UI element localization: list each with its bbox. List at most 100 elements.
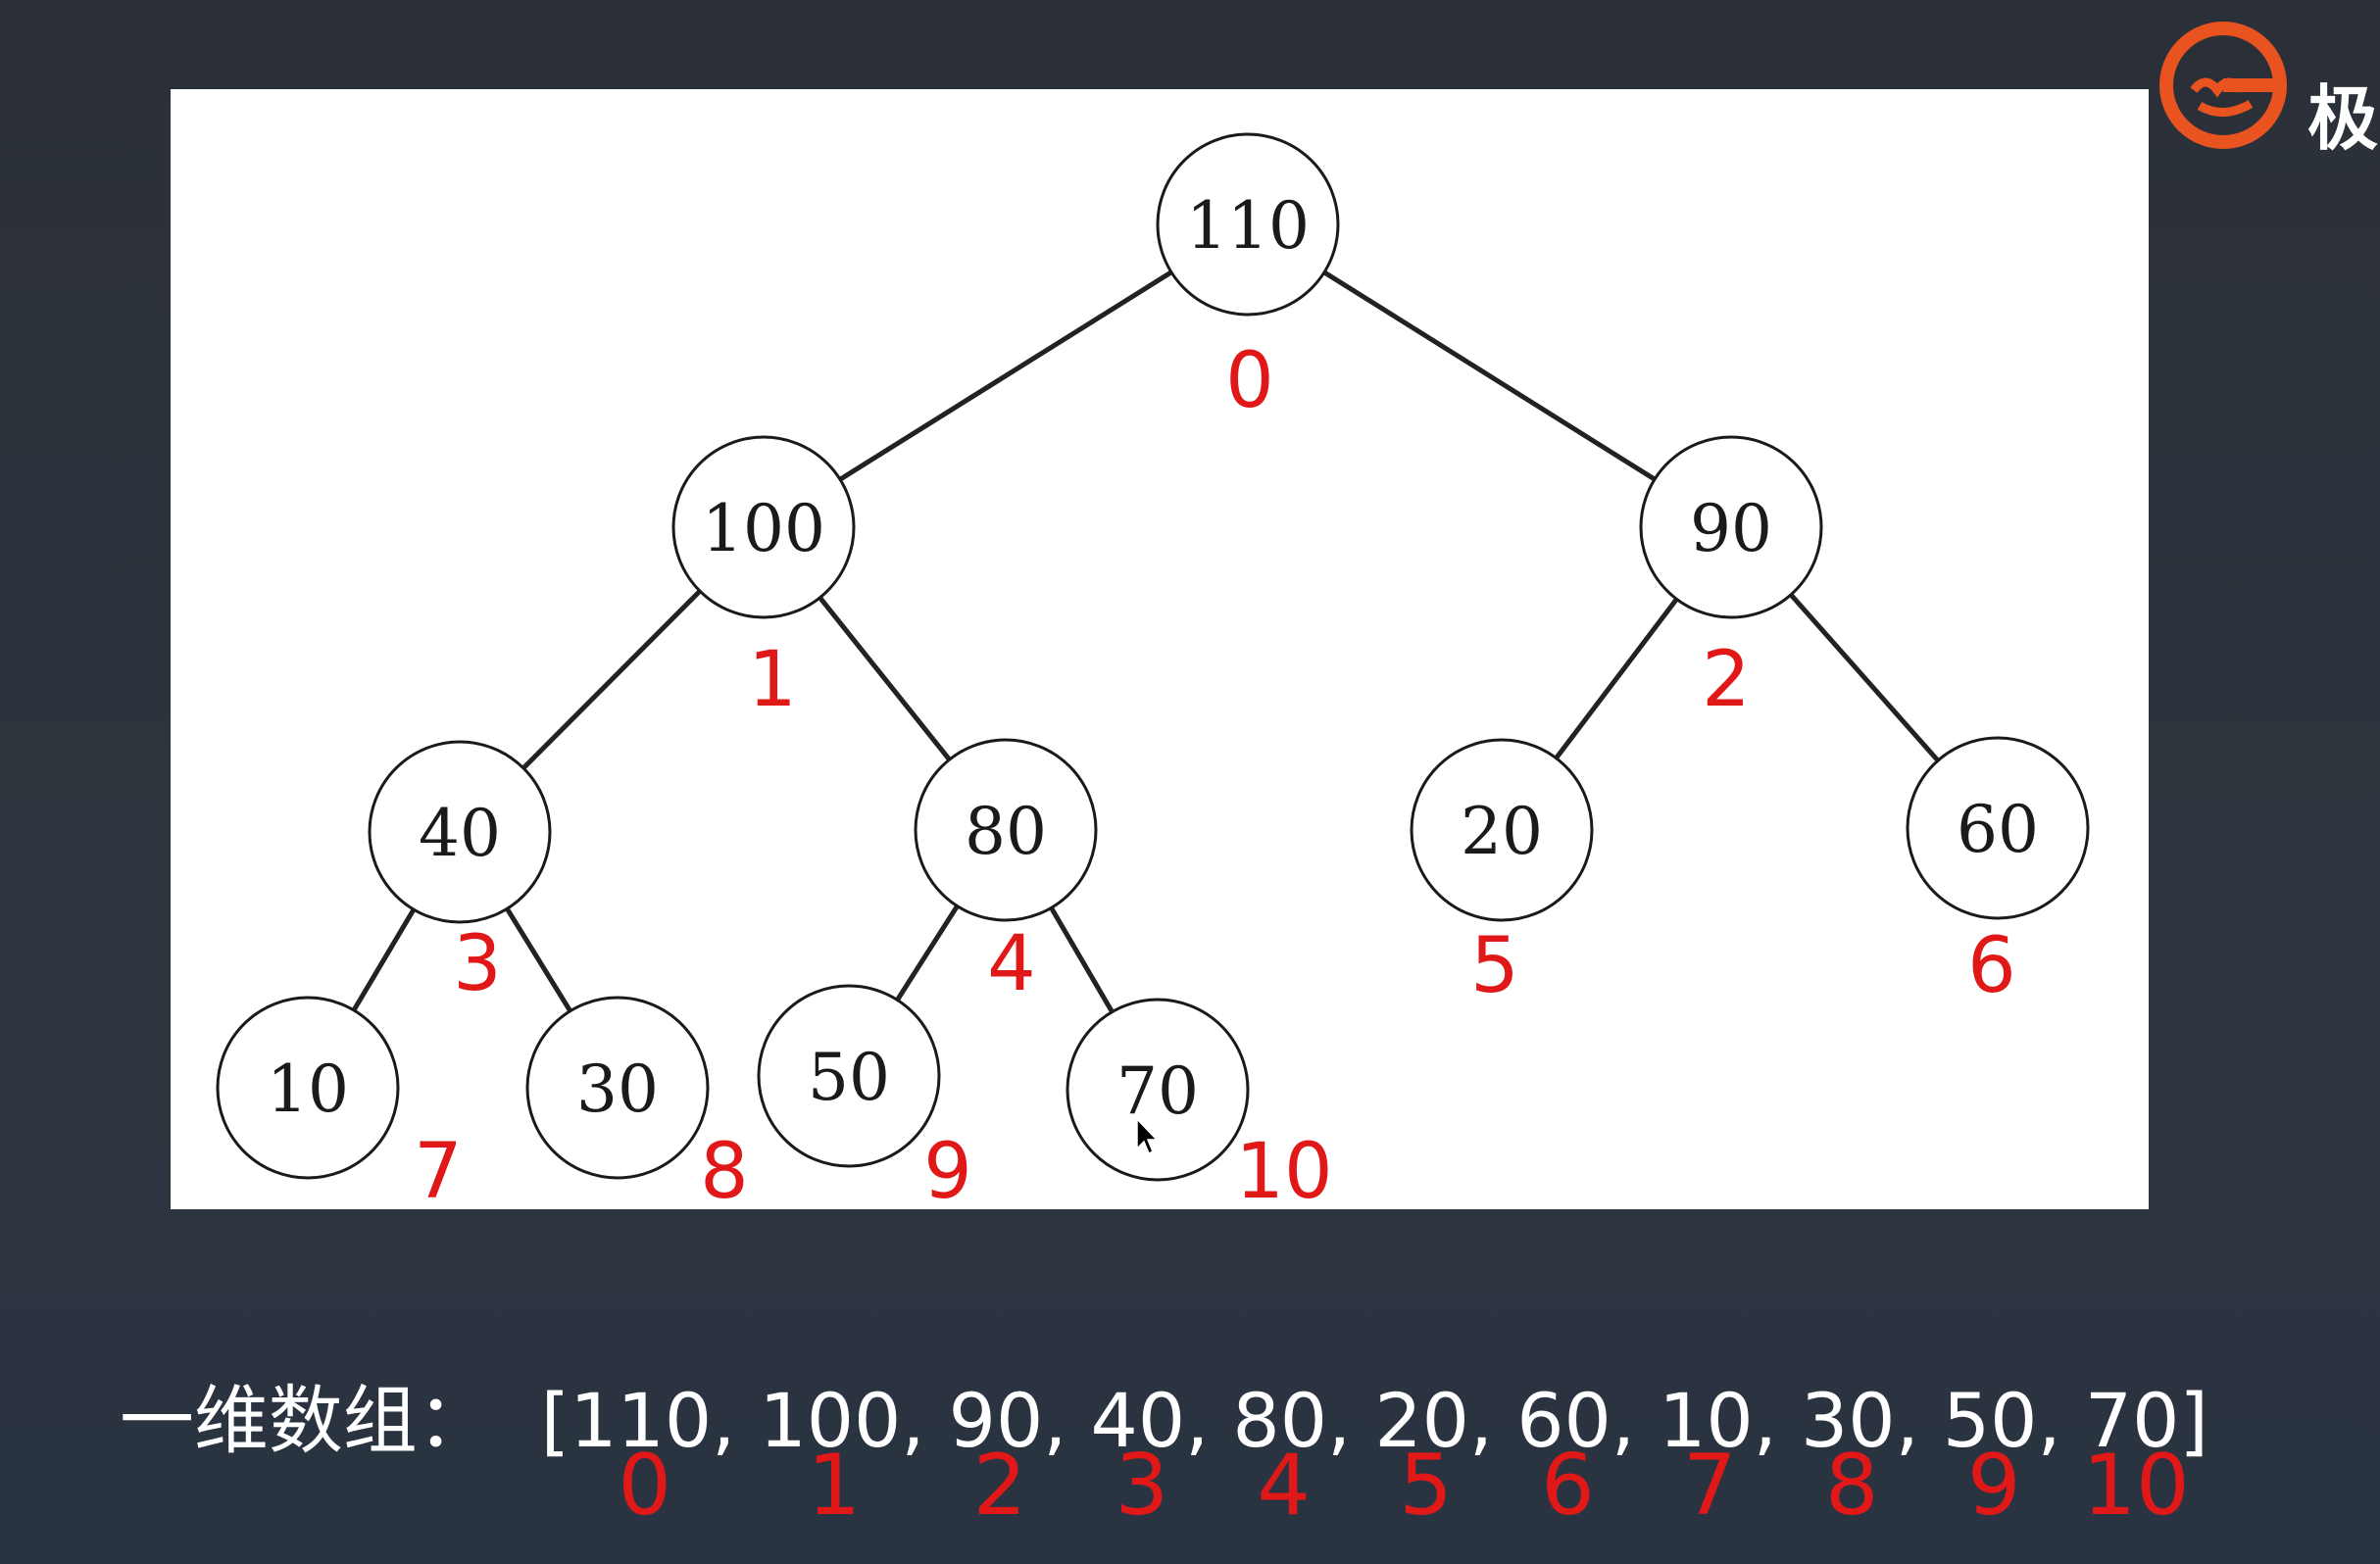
tree-edge (521, 589, 702, 770)
array-index: 8 (1824, 1437, 1879, 1535)
array-separator: , (1185, 1378, 1233, 1464)
tree-node-value: 10 (267, 1051, 349, 1127)
tree-node-circle (1156, 132, 1340, 317)
array-separator: , (1327, 1378, 1375, 1464)
array-index: 6 (1541, 1437, 1595, 1535)
array-index: 1 (807, 1437, 862, 1535)
tree-edge (1554, 597, 1679, 760)
tree-node-circle (216, 996, 400, 1180)
tree-edges (351, 269, 1940, 1013)
array-values: 110, 100, 90, 40, 80, 20, 60, 10, 30, 50… (570, 1378, 2179, 1464)
tree-node-value: 20 (1461, 794, 1543, 869)
tree-node: 110 (1156, 132, 1340, 317)
array-value: 90 (948, 1378, 1044, 1464)
tree-node-value: 30 (576, 1051, 659, 1127)
tree-node: 100 (671, 435, 856, 619)
array-value: 10 (1659, 1378, 1754, 1464)
array-separator: , (1468, 1378, 1517, 1464)
array-close-bracket: ] (2179, 1378, 2208, 1464)
tree-node-index: 1 (748, 636, 797, 724)
array-value: 100 (759, 1378, 902, 1464)
array-value: 50 (1942, 1378, 2038, 1464)
tree-node: 10 (216, 996, 400, 1180)
array-value: 60 (1516, 1378, 1611, 1464)
array-open-bracket: [ (540, 1378, 570, 1464)
array-index: 10 (2082, 1437, 2190, 1535)
tree-node-value: 90 (1690, 491, 1772, 566)
logo-text: 极 (2307, 77, 2379, 153)
array-index: 2 (972, 1437, 1027, 1535)
array-index: 3 (1115, 1437, 1169, 1535)
tree-node-index: 3 (453, 920, 502, 1008)
tree-node-circle (671, 435, 856, 619)
tree-node: 40 (368, 740, 552, 924)
tree-edge (1049, 906, 1115, 1013)
mouse-cursor-icon (1136, 1117, 1159, 1155)
array-index: 5 (1399, 1437, 1453, 1535)
tree-node-index: 7 (414, 1128, 463, 1216)
array-index: 9 (1966, 1437, 2021, 1535)
array-value: 70 (2084, 1378, 2180, 1464)
tree-node-circle (1906, 736, 2090, 920)
tree-node-indices: 0 1 2 3 4 5 6 7 8 9 10 (414, 337, 2016, 1216)
array-value: 110 (570, 1378, 713, 1464)
array-index: 0 (618, 1437, 672, 1535)
tree-node-index: 0 (1225, 337, 1274, 425)
geekbang-logo-icon (2159, 22, 2287, 149)
tree-node-index: 8 (700, 1128, 749, 1216)
array-separator: , (2037, 1378, 2085, 1464)
array-value: 80 (1232, 1378, 1328, 1464)
tree-edge (838, 269, 1173, 482)
logo: 极 (2157, 18, 2380, 153)
array-separator: , (1753, 1378, 1801, 1464)
array-separator: , (1895, 1378, 1943, 1464)
tree-node-value: 70 (1116, 1053, 1199, 1129)
tree-node-circle (914, 738, 1098, 922)
tree-node: 70 (1066, 998, 1250, 1182)
tree-node-index: 9 (923, 1128, 972, 1216)
tree-node: 80 (914, 738, 1098, 922)
array-label: 一维数组： (120, 1378, 492, 1464)
array-value: 40 (1090, 1378, 1186, 1464)
tree-node-index: 2 (1702, 636, 1751, 724)
tree-node-index: 10 (1235, 1128, 1332, 1216)
tree-node-circle (1066, 998, 1250, 1182)
tree-node-circle (1639, 435, 1823, 619)
array-indices: 0 1 2 3 4 5 6 7 8 9 10 (0, 1437, 2380, 1554)
tree-edge (1322, 269, 1657, 482)
tree-node-value: 40 (419, 796, 501, 871)
tree-edge (505, 906, 572, 1013)
tree-node-index: 4 (987, 920, 1036, 1008)
array-index: 4 (1257, 1437, 1312, 1535)
tree-edge (818, 596, 952, 761)
tree-node: 90 (1639, 435, 1823, 619)
tree-edge (351, 907, 417, 1012)
array-separator: , (1611, 1378, 1660, 1464)
array-separator: , (901, 1378, 949, 1464)
array-value: 20 (1374, 1378, 1469, 1464)
tree-node-value: 60 (1957, 792, 2039, 867)
array-line: 一维数组： [110, 100, 90, 40, 80, 20, 60, 10, … (120, 1360, 2208, 1468)
tree-node-circle (1410, 738, 1594, 922)
tree-node: 30 (525, 996, 710, 1180)
tree-node: 20 (1410, 738, 1594, 922)
tree-node-circle (525, 996, 710, 1180)
tree-node-value: 110 (1186, 188, 1310, 264)
array-separator: , (1043, 1378, 1091, 1464)
array-separator: , (712, 1378, 760, 1464)
tree-node-index: 5 (1470, 922, 1519, 1010)
tree-edge (1789, 593, 1940, 762)
tree-node-value: 80 (965, 794, 1047, 869)
tree-node: 60 (1906, 736, 2090, 920)
tree-node-value: 50 (808, 1040, 890, 1115)
tree-node-circle (368, 740, 552, 924)
array-value: 30 (1800, 1378, 1896, 1464)
tree-edge (895, 904, 960, 1002)
array-index: 7 (1683, 1437, 1737, 1535)
tree-node-circle (757, 984, 941, 1168)
tree-node-value: 100 (702, 491, 825, 566)
tree-node-index: 6 (1967, 922, 2016, 1010)
